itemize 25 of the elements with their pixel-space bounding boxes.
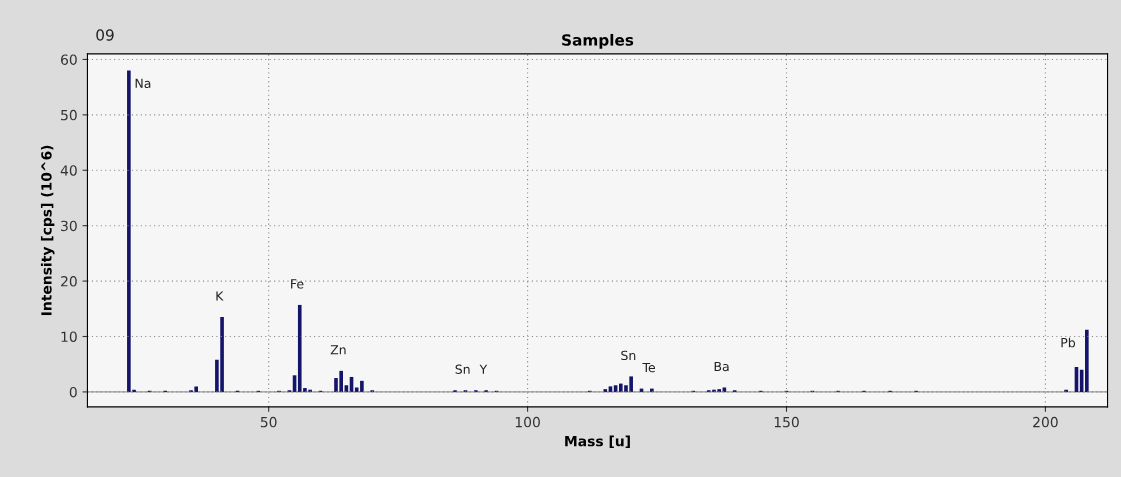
- chart-title: Samples: [562, 33, 634, 49]
- annotation: Te: [642, 362, 656, 373]
- y-tick-label: 60: [61, 54, 77, 65]
- annotation: Sn: [455, 364, 470, 374]
- y-tick-label: 50: [61, 109, 77, 121]
- x-tick-label: 50: [260, 416, 277, 428]
- annotation: Ba: [714, 361, 729, 372]
- x-tick-label: 150: [774, 416, 799, 428]
- y-tick-label: 10: [61, 331, 77, 342]
- y-tick-label: 30: [61, 220, 77, 232]
- annotation: Na: [135, 78, 151, 89]
- y-tick-label: 0: [69, 386, 77, 398]
- annotation: Pb: [1061, 337, 1076, 348]
- y-axis-title: Intensity [cps] (10^6): [40, 145, 55, 316]
- annotation: Y: [479, 364, 488, 374]
- x-tick-label: 100: [515, 416, 540, 428]
- annotation: Sn: [621, 350, 636, 361]
- annotation: K: [216, 291, 224, 301]
- y-tick-label: 40: [60, 165, 77, 176]
- annotation: Fe: [291, 279, 304, 289]
- y-tick-label: 20: [61, 276, 77, 287]
- x-axis-title: Mass [u]: [565, 435, 630, 448]
- text: 09: [96, 29, 114, 41]
- annotation: Zn: [330, 345, 346, 355]
- x-tick-label: 200: [1033, 416, 1058, 428]
